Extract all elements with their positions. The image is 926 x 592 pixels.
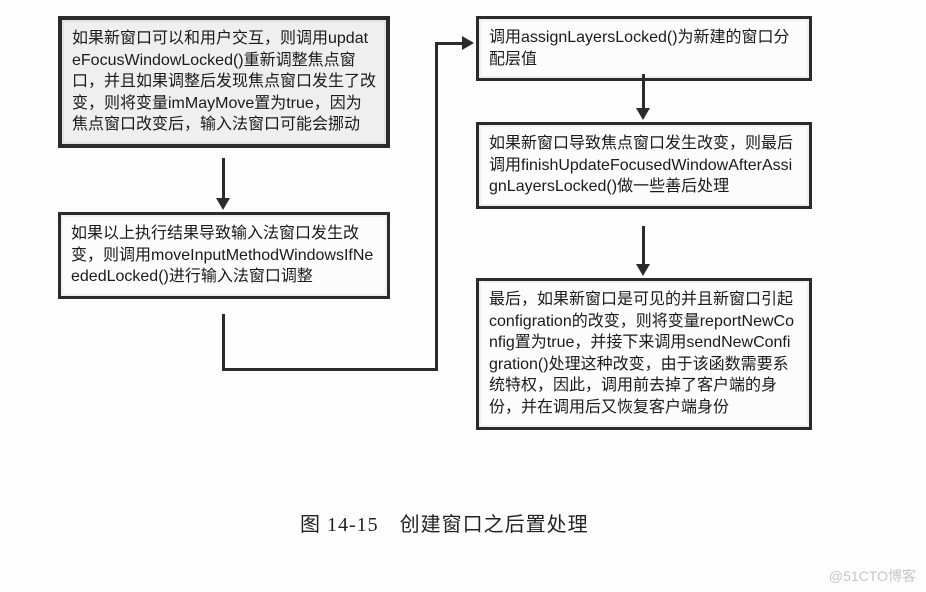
figure-caption: 图 14-15 创建窗口之后置处理 bbox=[300, 508, 589, 537]
arrow-2-3-seg2 bbox=[222, 368, 438, 371]
arrow-2-3-head bbox=[462, 36, 474, 50]
flow-node-1-text: 如果新窗口可以和用户交互，则调用updateFocusWindowLocked(… bbox=[72, 30, 376, 133]
arrow-2-3-seg3 bbox=[435, 42, 438, 371]
arrow-3-4-head bbox=[636, 108, 650, 120]
arrow-4-5-head bbox=[636, 264, 650, 276]
flow-node-3-text: 调用assignLayersLocked()为新建的窗口分配层值 bbox=[489, 29, 790, 68]
arrow-2-3-seg4 bbox=[435, 42, 464, 45]
flow-node-5-text: 最后，如果新窗口是可见的并且新窗口引起configration的改变，则将变量r… bbox=[489, 291, 794, 416]
flow-node-2: 如果以上执行结果导致输入法窗口发生改变，则调用moveInputMethodWi… bbox=[58, 212, 390, 299]
arrow-3-4 bbox=[642, 74, 645, 110]
arrow-1-2-head bbox=[216, 198, 230, 210]
arrow-1-2 bbox=[222, 158, 225, 200]
flow-node-4-text: 如果新窗口导致焦点窗口发生改变，则最后调用finishUpdateFocused… bbox=[489, 135, 793, 195]
arrow-2-3-seg1 bbox=[222, 314, 225, 370]
watermark: @51CTO博客 bbox=[829, 566, 916, 586]
arrow-4-5 bbox=[642, 226, 645, 266]
flow-node-4: 如果新窗口导致焦点窗口发生改变，则最后调用finishUpdateFocused… bbox=[476, 122, 812, 209]
flow-node-2-text: 如果以上执行结果导致输入法窗口发生改变，则调用moveInputMethodWi… bbox=[71, 225, 373, 285]
flow-node-1: 如果新窗口可以和用户交互，则调用updateFocusWindowLocked(… bbox=[58, 16, 390, 148]
flow-node-3: 调用assignLayersLocked()为新建的窗口分配层值 bbox=[476, 16, 812, 81]
flowchart-canvas: 如果新窗口可以和用户交互，则调用updateFocusWindowLocked(… bbox=[0, 0, 926, 592]
flow-node-5: 最后，如果新窗口是可见的并且新窗口引起configration的改变，则将变量r… bbox=[476, 278, 812, 430]
